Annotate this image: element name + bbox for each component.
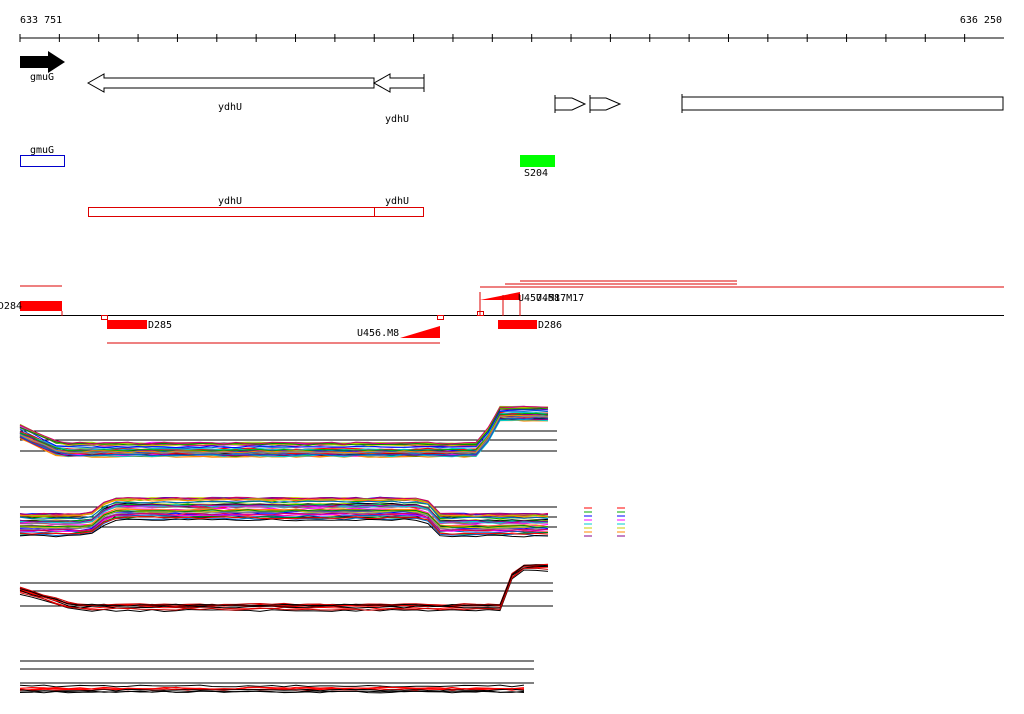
trace bbox=[19, 500, 549, 520]
feature-box bbox=[520, 155, 555, 167]
ruler-end: 636 250 bbox=[960, 15, 1002, 26]
trace bbox=[19, 414, 549, 454]
trace bbox=[19, 504, 549, 524]
probe-ramp bbox=[480, 292, 520, 300]
trace bbox=[19, 405, 549, 445]
gene-arrow bbox=[589, 97, 622, 111]
probe-track: D284 D285 D286 U456.M8 U457.M17 U458.M17 bbox=[0, 280, 1004, 344]
feature-box bbox=[20, 155, 65, 167]
expression-traces bbox=[19, 405, 625, 694]
gene-label: gmuG bbox=[30, 72, 54, 83]
trace bbox=[19, 564, 549, 607]
trace bbox=[19, 508, 549, 528]
trace bbox=[19, 409, 548, 449]
ruler-start: 633 751 bbox=[20, 15, 62, 26]
gene-arrow bbox=[86, 73, 375, 93]
trace bbox=[19, 565, 549, 609]
trace bbox=[19, 518, 549, 538]
trace bbox=[19, 569, 549, 613]
gene-box bbox=[681, 96, 1004, 111]
trace bbox=[19, 405, 549, 445]
trace bbox=[19, 684, 525, 688]
trace bbox=[19, 512, 549, 532]
feature-label: ydhU bbox=[218, 196, 242, 207]
trace bbox=[19, 509, 549, 528]
probe-block bbox=[20, 301, 62, 311]
probe-label: U456.M8 bbox=[357, 328, 399, 339]
feature-track: gmuG S204 ydhU ydhU bbox=[20, 145, 555, 217]
probe-ramp bbox=[400, 326, 440, 338]
probe-label: D286 bbox=[538, 320, 562, 331]
gene-arrow bbox=[20, 51, 65, 73]
trace bbox=[19, 412, 549, 452]
trace bbox=[19, 567, 549, 611]
feature-label: gmuG bbox=[30, 145, 54, 156]
trace bbox=[19, 688, 525, 692]
trace bbox=[19, 405, 549, 445]
feature-label: S204 bbox=[524, 168, 548, 179]
trace bbox=[19, 516, 549, 535]
probe-tick bbox=[101, 315, 108, 320]
trace bbox=[19, 407, 549, 446]
gene-label: ydhU bbox=[385, 114, 409, 125]
feature-box bbox=[88, 207, 375, 217]
gene-label: ydhU bbox=[218, 102, 242, 113]
trace bbox=[19, 503, 549, 523]
trace bbox=[19, 565, 549, 608]
trace bbox=[19, 563, 549, 607]
trace bbox=[19, 566, 549, 610]
ruler: 633 751 636 250 bbox=[19, 15, 1004, 42]
trace bbox=[19, 564, 549, 607]
trace bbox=[19, 417, 549, 457]
trace bbox=[19, 419, 549, 458]
trace bbox=[19, 407, 549, 447]
feature-box bbox=[374, 207, 424, 217]
gene-track: gmuG ydhU ydhU bbox=[20, 51, 1004, 125]
trace bbox=[19, 496, 549, 516]
trace bbox=[19, 564, 548, 606]
trace bbox=[19, 405, 549, 445]
probe-tick bbox=[437, 315, 444, 320]
probe-block bbox=[107, 320, 147, 329]
probe-label: D285 bbox=[148, 320, 172, 331]
trace bbox=[19, 406, 549, 446]
probe-label: U457.M17 bbox=[518, 293, 566, 304]
gene-arrow bbox=[554, 97, 587, 111]
trace bbox=[19, 690, 525, 694]
trace bbox=[19, 498, 549, 518]
probe-block bbox=[498, 320, 537, 329]
trace bbox=[19, 406, 549, 446]
probe-label: D284 bbox=[0, 301, 22, 312]
trace bbox=[19, 686, 525, 690]
probe-tick bbox=[477, 311, 484, 316]
gene-arrow bbox=[372, 73, 425, 93]
trace bbox=[19, 415, 549, 455]
probe-label: U458.M17 bbox=[536, 293, 584, 304]
feature-label: ydhU bbox=[385, 196, 409, 207]
trace bbox=[19, 564, 549, 608]
